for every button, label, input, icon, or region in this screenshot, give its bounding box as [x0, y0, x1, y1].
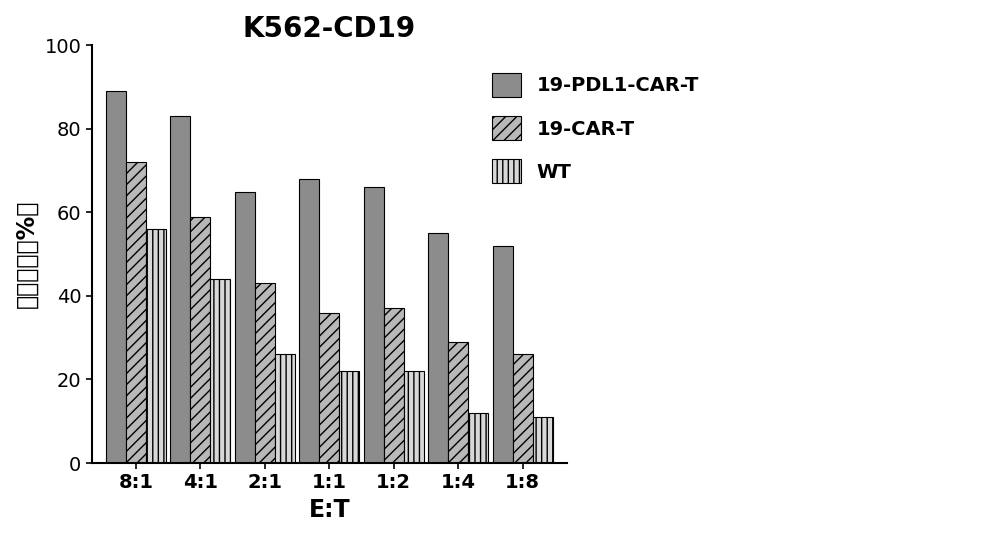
Title: K562-CD19: K562-CD19	[243, 15, 416, 43]
Bar	[275, 354, 295, 463]
Legend: 19-PDL1-CAR-T, 19-CAR-T, WT: 19-PDL1-CAR-T, 19-CAR-T, WT	[482, 63, 709, 193]
X-axis label: E:T: E:T	[308, 498, 350, 522]
Bar	[170, 117, 190, 463]
Bar	[339, 371, 359, 463]
Y-axis label: 杀伤效率（%）: 杀伤效率（%）	[15, 200, 39, 308]
Bar	[210, 279, 230, 463]
Bar	[468, 413, 488, 463]
Bar	[448, 342, 468, 463]
Bar	[190, 216, 210, 463]
Bar	[404, 371, 424, 463]
Bar	[384, 308, 404, 463]
Bar	[493, 246, 513, 463]
Bar	[428, 233, 448, 463]
Bar	[106, 91, 126, 463]
Bar	[319, 313, 339, 463]
Bar	[235, 192, 255, 463]
Bar	[146, 229, 166, 463]
Bar	[533, 417, 553, 463]
Bar	[126, 162, 146, 463]
Bar	[513, 354, 533, 463]
Bar	[364, 187, 384, 463]
Bar	[255, 284, 275, 463]
Bar	[299, 179, 319, 463]
